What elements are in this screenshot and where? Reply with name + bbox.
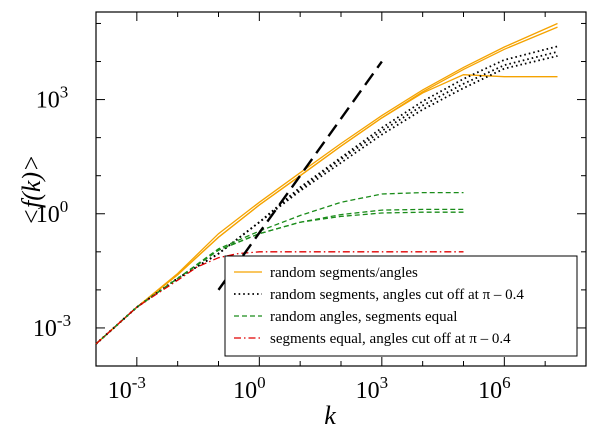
series-line-3 (95, 74, 558, 345)
legend-label-4: segments equal, angles cut off at π – 0.… (270, 331, 511, 347)
x-tick-label: 100 (233, 373, 265, 404)
y-tick-label: 100 (36, 197, 69, 228)
legend-items: random segments/angles random segments, a… (234, 265, 524, 347)
x-axis-label: k (324, 401, 336, 430)
legend: random segments/angles random segments, a… (224, 255, 578, 357)
series-line-5 (95, 50, 558, 345)
legend-label-2: random segments, angles cut off at π – 0… (270, 287, 524, 303)
legend-box (224, 255, 578, 357)
series-line-1 (95, 22, 558, 345)
series-layer (95, 22, 558, 345)
y-tick-label: 10-3 (33, 311, 71, 342)
x-tick-label: 106 (478, 373, 511, 404)
x-tick-label: 103 (356, 373, 389, 404)
series-line-10 (95, 251, 464, 345)
ticks (95, 12, 587, 367)
tick-labels: 10-3 100 103 106 10-3 100 103 (33, 83, 511, 404)
series-line-7 (95, 191, 464, 345)
reference-line (217, 60, 383, 291)
legend-label-3: random angles, segments equal (270, 309, 457, 325)
series-line-9 (95, 211, 464, 345)
x-tick-label: 10-3 (108, 373, 146, 404)
y-axis-label: <f(k)> (17, 154, 46, 225)
y-tick-label: 103 (36, 83, 69, 114)
series-line-6 (95, 55, 558, 345)
legend-label-1: random segments/angles (270, 265, 418, 281)
